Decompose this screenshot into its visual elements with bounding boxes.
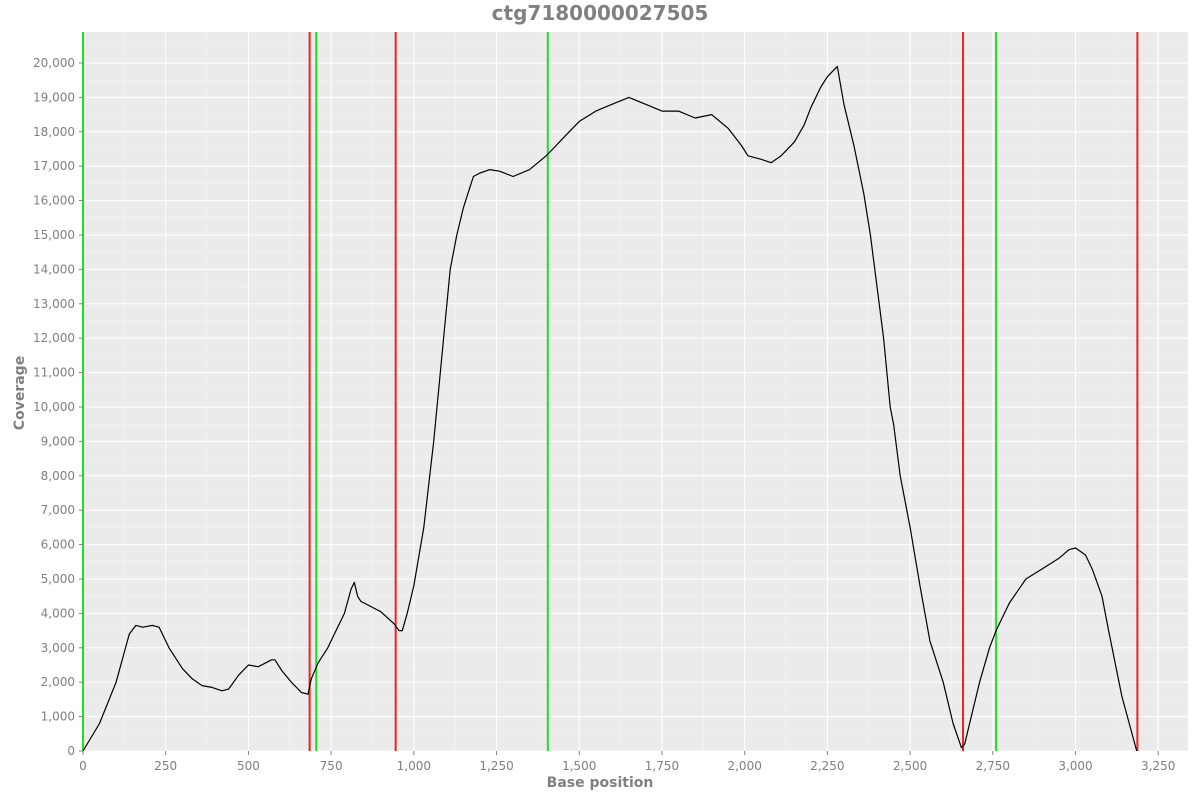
x-tick-label: 3,250 [1141,759,1175,773]
y-tick-label: 6,000 [41,538,75,552]
y-tick-label: 9,000 [41,434,75,448]
y-axis-label: Coverage [12,355,28,431]
x-tick-label: 2,500 [893,759,927,773]
plot-background [83,32,1188,751]
y-tick-label: 18,000 [33,125,75,139]
y-tick-label: 19,000 [33,90,75,104]
gridlines [82,32,1188,752]
x-tick-label: 1,750 [645,759,679,773]
y-axis: 0 1,000 2,000 3,000 4,000 5,000 6,000 7,000 8,00… [33,56,83,758]
y-tick-label: 12,000 [33,331,75,345]
y-tick-label: 17,000 [33,159,75,173]
coverage-line [82,65,1138,752]
y-tick-label: 11,000 [33,366,75,380]
x-axis-label: Base position [546,775,654,791]
y-tick-label: 3,000 [41,641,75,655]
y-tick-label: 4,000 [41,606,75,620]
x-axis: 0 250 500 750 1,000 1,250 1,500 1,750 2,000 2,250… [79,751,1175,773]
y-tick-label: 15,000 [33,228,75,242]
y-tick-label: 8,000 [41,469,75,483]
x-tick-label: 1,250 [479,759,513,773]
x-tick-label: 750 [320,759,343,773]
y-tick-label: 7,000 [41,503,75,517]
series-group [82,65,1138,752]
chart-title: ctg7180000027505 [491,1,709,25]
y-tick-label: 5,000 [41,572,75,586]
x-tick-label: 2,750 [976,759,1010,773]
y-tick-label: 20,000 [33,56,75,70]
y-tick-label: 14,000 [33,262,75,276]
x-tick-label: 1,500 [562,759,596,773]
y-tick-label: 2,000 [41,675,75,689]
x-tick-label: 500 [237,759,260,773]
x-tick-label: 2,000 [727,759,761,773]
x-tick-label: 1,000 [397,759,431,773]
y-tick-label: 16,000 [33,194,75,208]
y-tick-label: 1,000 [41,710,75,724]
y-tick-label: 13,000 [33,297,75,311]
y-tick-label: 0 [67,744,75,758]
y-tick-label: 10,000 [33,400,75,414]
plot-area [83,32,1188,751]
x-tick-label: 0 [79,759,87,773]
x-tick-label: 250 [154,759,177,773]
x-tick-label: 3,000 [1058,759,1092,773]
x-tick-label: 2,250 [810,759,844,773]
